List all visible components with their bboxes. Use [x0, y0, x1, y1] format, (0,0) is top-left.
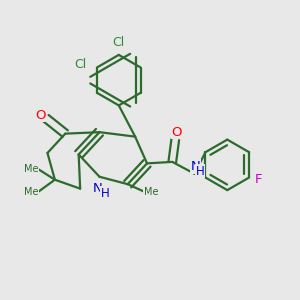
Text: O: O — [172, 126, 182, 139]
Text: F: F — [255, 173, 262, 186]
Text: Me: Me — [144, 187, 158, 196]
Text: O: O — [35, 109, 46, 122]
Text: Me: Me — [24, 164, 38, 174]
Text: Cl: Cl — [74, 58, 87, 71]
Text: Cl: Cl — [113, 36, 125, 49]
Text: H: H — [101, 187, 110, 200]
Text: N: N — [93, 182, 103, 194]
Text: H: H — [196, 165, 204, 178]
Text: N: N — [190, 160, 200, 173]
Text: Me: Me — [24, 187, 38, 196]
